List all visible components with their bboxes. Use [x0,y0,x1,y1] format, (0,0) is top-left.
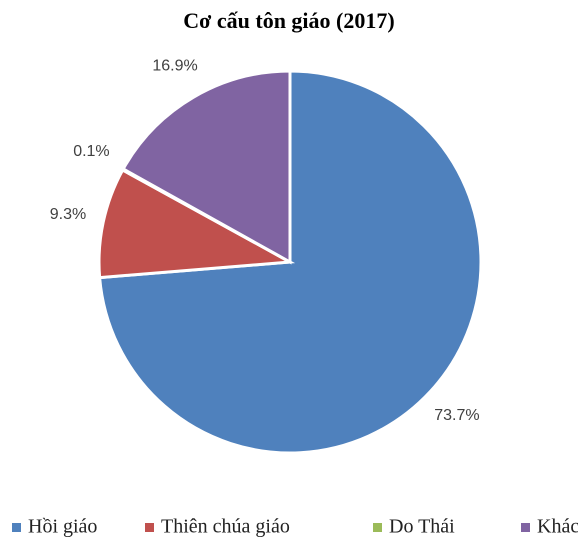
legend-swatch [12,523,21,532]
legend-swatch [373,523,382,532]
legend-label: Thiên chúa giáo [161,516,290,538]
legend-label: Do Thái [389,516,455,538]
data-label: 0.1% [73,143,109,160]
legend-label: Hồi giáo [28,516,97,538]
data-label: 16.9% [152,57,197,74]
data-label: 73.7% [434,407,479,424]
data-label: 9.3% [50,206,86,223]
pie-slice [121,69,292,265]
legend-swatch [521,523,530,532]
pie-slice [97,167,296,280]
legend-swatch [145,523,154,532]
chart-title: Cơ cấu tôn giáo (2017) [183,8,394,33]
legend-label: Khác [537,516,578,538]
